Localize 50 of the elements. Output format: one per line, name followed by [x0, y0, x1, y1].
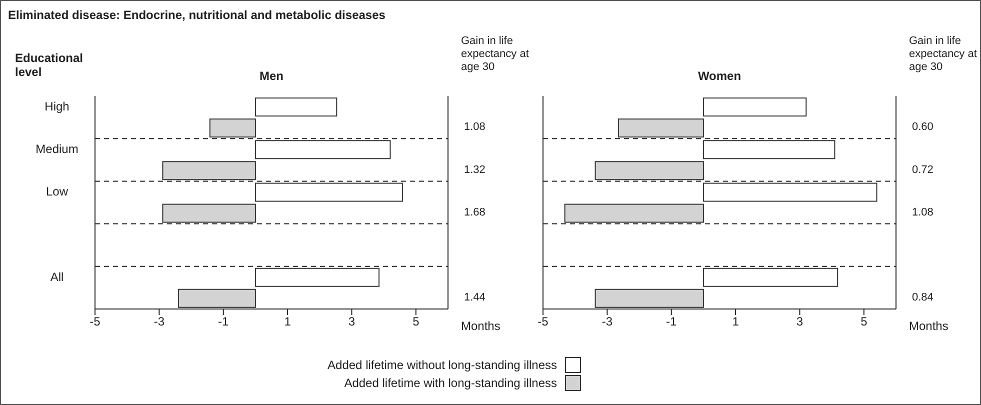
- bar: [594, 161, 704, 180]
- y2-tick-label: 1.08: [464, 121, 486, 134]
- x-tick-label: 1: [284, 314, 292, 329]
- legend-label: Added lifetime with long-standing illness: [344, 376, 557, 390]
- y2-axis-title: Gain in life expectancy at age 30: [909, 35, 978, 74]
- bar: [702, 268, 838, 287]
- bar: [162, 161, 256, 180]
- bar: [564, 204, 704, 223]
- y-tick-label: All: [50, 270, 64, 284]
- y-tick-label: Low: [46, 184, 68, 199]
- text: Eliminated disease: Endocrine, nutritional and metabolic diseases: [8, 8, 386, 22]
- x-tick-label: 5: [412, 314, 420, 329]
- x-tick-label: 3: [348, 314, 356, 329]
- bar: [702, 140, 836, 160]
- bar: [254, 268, 380, 287]
- y2-tick-label: 1.44: [464, 292, 486, 304]
- y2-tick-label: 0.72: [912, 164, 934, 176]
- x-tick-label: -5: [90, 314, 101, 329]
- bar: [618, 118, 704, 138]
- x-axis-title: Months: [909, 319, 948, 333]
- bar: [254, 98, 338, 116]
- x-tick-label: -3: [602, 314, 613, 329]
- y2-tick-label: 0.60: [912, 121, 934, 134]
- bar: [254, 182, 403, 202]
- bar: [702, 182, 878, 202]
- bar: [594, 288, 704, 308]
- bar: [162, 204, 256, 223]
- x-tick-label: -1: [218, 314, 230, 329]
- x-tick-label: -5: [538, 314, 549, 329]
- y2-axis-title: Gain in life expectancy at age 30: [461, 35, 530, 74]
- chart-title: Men: [258, 69, 284, 83]
- y2-tick-label: 1.68: [464, 206, 486, 218]
- x-axis-title: Months: [461, 319, 500, 333]
- y-tick-label: High: [44, 99, 70, 114]
- y2-tick-label: 1.08: [912, 206, 934, 218]
- bar: [702, 98, 807, 116]
- y-axis-title: Educational level: [15, 51, 84, 79]
- y2-tick-label: 0.84: [912, 292, 934, 304]
- bar: [178, 288, 256, 308]
- x-tick-label: -3: [154, 314, 165, 329]
- bar: [209, 118, 256, 138]
- x-tick-label: -1: [666, 314, 678, 329]
- chart-title: Women: [696, 69, 742, 83]
- legend-label: Added lifetime without long-standing illness: [328, 358, 557, 372]
- y2-tick-label: 1.32: [464, 164, 486, 176]
- x-tick-label: 3: [796, 314, 804, 329]
- x-tick-label: 1: [732, 314, 740, 329]
- y-tick-label: Medium: [36, 142, 78, 156]
- bar: [254, 140, 391, 160]
- x-tick-label: 5: [860, 314, 868, 329]
